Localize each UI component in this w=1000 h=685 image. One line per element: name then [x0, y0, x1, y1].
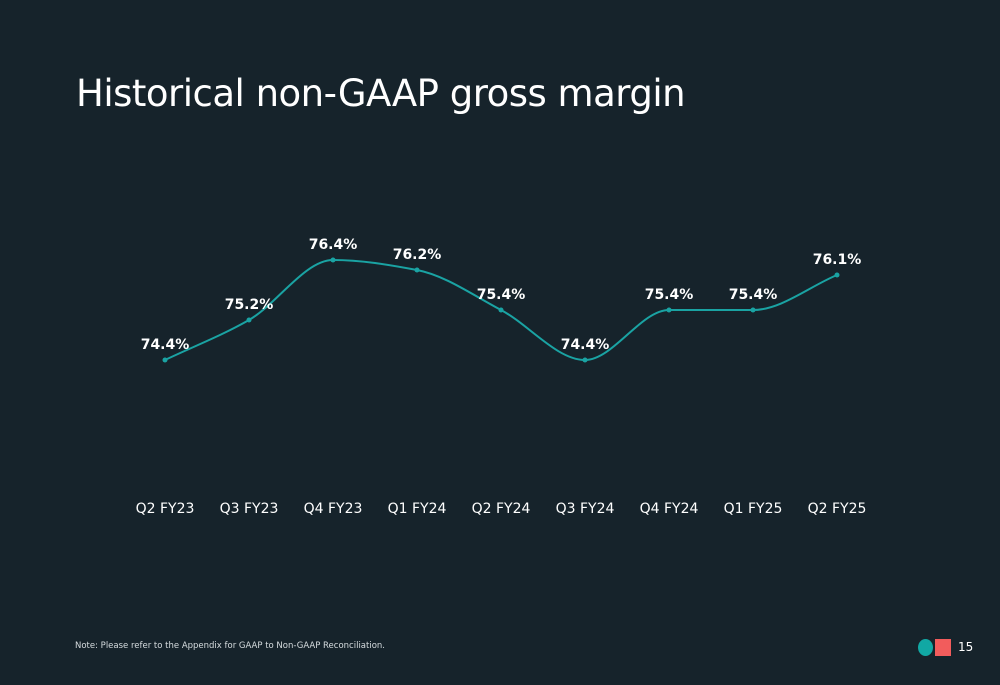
- x-tick-label: Q1 FY24: [388, 501, 447, 517]
- x-tick-label: Q2 FY23: [136, 501, 195, 517]
- data-point: [246, 317, 252, 323]
- page-number: 15: [958, 640, 974, 654]
- data-label: 76.1%: [813, 252, 862, 268]
- data-label: 76.4%: [309, 237, 358, 253]
- data-label: 75.4%: [477, 287, 526, 303]
- data-point: [330, 257, 336, 263]
- teal-circle-icon: [918, 639, 933, 656]
- data-point: [498, 307, 504, 313]
- coral-square-icon: [935, 639, 951, 656]
- x-tick-label: Q4 FY24: [640, 501, 699, 517]
- data-label: 75.4%: [645, 287, 694, 303]
- data-label: 76.2%: [393, 247, 442, 263]
- footnote: Note: Please refer to the Appendix for G…: [75, 641, 386, 651]
- gross-margin-line-chart: 74.4% 75.2% 76.4% 76.2% 75.4% 74.4% 75.4% 75.4%…: [136, 237, 867, 517]
- data-point: [666, 307, 672, 313]
- data-label: 74.4%: [561, 337, 610, 353]
- data-label: 75.2%: [225, 297, 274, 313]
- brand-logo: [918, 639, 952, 656]
- data-point: [582, 357, 588, 363]
- data-point: [834, 272, 840, 278]
- data-label: 75.4%: [729, 287, 778, 303]
- x-tick-label: Q4 FY23: [304, 501, 363, 517]
- x-tick-label: Q2 FY24: [472, 501, 531, 517]
- data-label: 74.4%: [141, 337, 190, 353]
- x-tick-label: Q1 FY25: [724, 501, 783, 517]
- x-tick-label: Q3 FY23: [220, 501, 279, 517]
- data-point: [750, 307, 756, 313]
- data-point: [162, 357, 168, 363]
- slide-title: Historical non-GAAP gross margin: [76, 72, 686, 115]
- x-tick-label: Q2 FY25: [808, 501, 867, 517]
- data-point: [414, 267, 420, 273]
- x-tick-label: Q3 FY24: [556, 501, 615, 517]
